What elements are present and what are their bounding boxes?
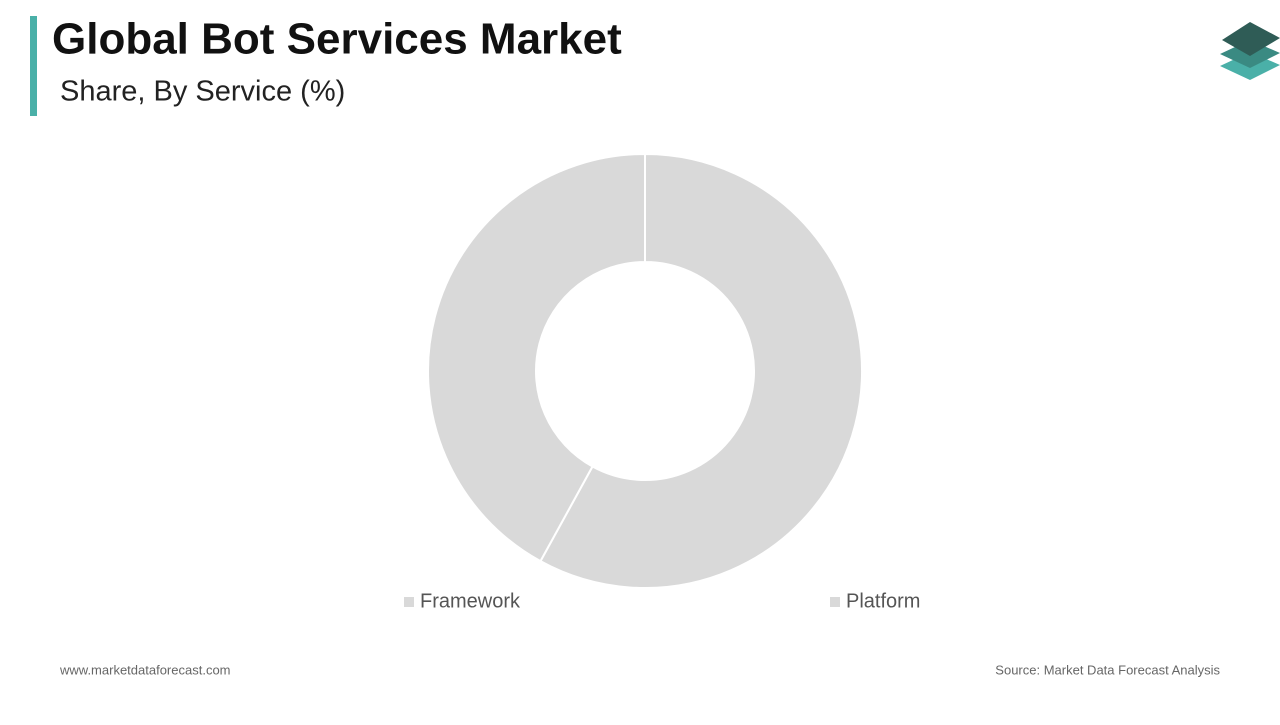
logo: [1220, 22, 1280, 80]
title-accent: [30, 16, 37, 116]
chart-subtitle: Share, By Service (%): [60, 76, 345, 108]
donut-segment: [426, 152, 646, 563]
chart-title: Global Bot Services Market: [52, 15, 622, 64]
legend-label: Platform: [846, 590, 920, 612]
source: Source: Market Data Forecast Analysis: [995, 662, 1220, 677]
legend-label: Framework: [420, 590, 521, 612]
legend-swatch: [830, 597, 840, 607]
website: www.marketdataforecast.com: [59, 662, 231, 677]
donut-segment: [539, 152, 863, 589]
legend-swatch: [404, 597, 414, 607]
